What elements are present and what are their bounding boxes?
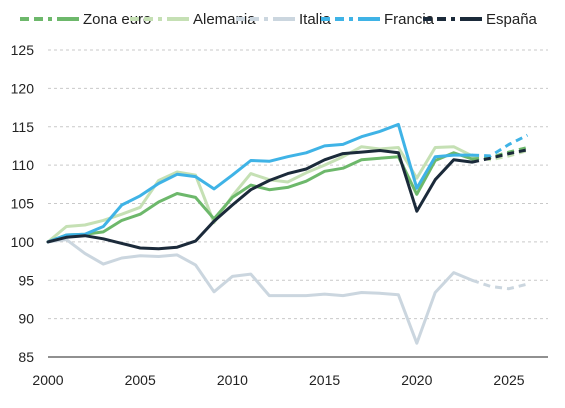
series-line-italia bbox=[46, 238, 474, 345]
grid-lines bbox=[48, 49, 548, 320]
y-axis-ticks: 85 90 95 100 105 110 115 120 125 bbox=[11, 42, 35, 365]
legend: Zona euro Alemania Italia Francia España bbox=[20, 11, 538, 28]
legend-label-francia: Francia bbox=[384, 11, 435, 28]
y-tick-label: 105 bbox=[11, 196, 35, 212]
y-tick-label: 110 bbox=[12, 157, 35, 173]
x-tick-label: 2005 bbox=[125, 372, 156, 388]
y-tick-label: 85 bbox=[18, 349, 34, 365]
series-lines bbox=[46, 122, 529, 345]
series-line-francia bbox=[46, 122, 474, 244]
x-axis-ticks: 2000 2005 2010 2015 2020 2025 bbox=[32, 372, 524, 388]
x-tick-label: 2000 bbox=[32, 372, 63, 388]
x-tick-label: 2015 bbox=[309, 372, 340, 388]
y-tick-label: 115 bbox=[12, 119, 35, 135]
series-projection-espana bbox=[471, 148, 528, 164]
series-line-espana bbox=[46, 149, 474, 251]
legend-label-espana: España bbox=[486, 11, 538, 28]
x-tick-label: 2025 bbox=[493, 372, 524, 388]
x-tick-label: 2010 bbox=[217, 372, 248, 388]
legend-label-zona-euro: Zona euro bbox=[83, 11, 151, 28]
legend-label-alemania: Alemania bbox=[193, 11, 256, 28]
y-tick-label: 120 bbox=[11, 80, 35, 96]
y-tick-label: 125 bbox=[11, 42, 35, 58]
series-projection-italia bbox=[471, 278, 528, 291]
y-tick-label: 95 bbox=[18, 272, 34, 288]
x-tick-label: 2020 bbox=[401, 372, 432, 388]
y-tick-label: 100 bbox=[11, 234, 35, 250]
series-projection-alemania bbox=[471, 149, 528, 162]
legend-label-italia: Italia bbox=[299, 11, 331, 28]
series-projection-francia bbox=[472, 133, 529, 158]
series-line-alemania bbox=[46, 145, 474, 244]
y-tick-label: 90 bbox=[18, 311, 34, 327]
